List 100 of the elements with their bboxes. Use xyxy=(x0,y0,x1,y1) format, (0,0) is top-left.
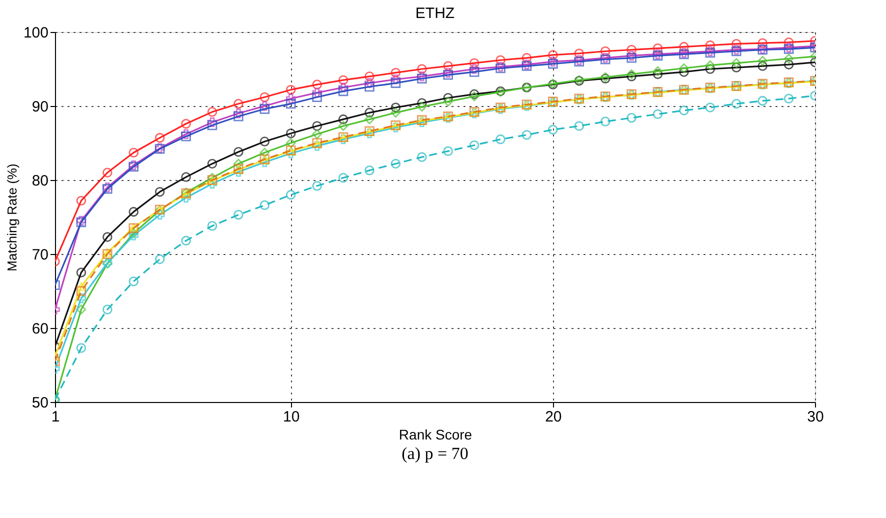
point xyxy=(286,138,296,148)
point xyxy=(207,172,218,183)
point xyxy=(312,92,322,102)
point xyxy=(758,96,768,106)
x-tick-label: 20 xyxy=(545,408,562,426)
point xyxy=(260,136,270,146)
y-tick-label: 100 xyxy=(23,24,48,42)
point xyxy=(286,94,296,104)
x-tick-label: 30 xyxy=(807,408,824,426)
point xyxy=(338,86,348,96)
point xyxy=(154,186,165,197)
point xyxy=(338,75,348,85)
point xyxy=(469,58,480,68)
point xyxy=(260,104,270,114)
point xyxy=(154,210,165,220)
point xyxy=(417,102,427,112)
point xyxy=(784,60,794,70)
point xyxy=(312,129,322,140)
point xyxy=(128,206,139,217)
y-tick-label: 90 xyxy=(32,98,48,116)
point xyxy=(574,48,584,58)
point xyxy=(76,282,86,291)
point xyxy=(338,114,348,124)
point xyxy=(417,98,427,108)
point xyxy=(102,168,112,178)
point xyxy=(260,92,270,102)
y-tick-label: 50 xyxy=(32,394,48,412)
point xyxy=(338,121,348,131)
point xyxy=(181,192,191,203)
point xyxy=(758,56,768,66)
point xyxy=(652,43,663,54)
point xyxy=(207,107,218,117)
point xyxy=(679,42,689,52)
point xyxy=(76,343,86,353)
point xyxy=(548,56,558,66)
point xyxy=(548,124,558,135)
point xyxy=(758,61,768,71)
point xyxy=(234,98,244,109)
point xyxy=(128,148,139,158)
point xyxy=(469,67,480,77)
point xyxy=(128,276,139,286)
point xyxy=(522,130,532,140)
point xyxy=(181,172,191,182)
point xyxy=(548,58,558,69)
point xyxy=(443,92,453,103)
point xyxy=(207,117,218,128)
x-tick-label: 1 xyxy=(51,408,60,426)
point xyxy=(443,68,453,78)
y-axis-title: Matching Rate (%) xyxy=(4,164,20,272)
point xyxy=(181,236,191,246)
point xyxy=(705,64,716,74)
x-axis-title: Rank Score xyxy=(398,426,472,442)
point xyxy=(312,88,322,98)
point xyxy=(443,70,453,80)
point xyxy=(390,78,401,88)
y-tick-label: 60 xyxy=(32,320,48,338)
point xyxy=(207,158,218,169)
point xyxy=(154,254,165,264)
point xyxy=(705,102,716,112)
point xyxy=(390,68,401,78)
point xyxy=(548,50,558,60)
point xyxy=(390,74,401,84)
point xyxy=(784,54,794,64)
point xyxy=(154,132,165,143)
point xyxy=(600,46,610,56)
point xyxy=(364,78,374,88)
point xyxy=(496,134,506,144)
point xyxy=(469,64,480,74)
x-tick-label: 10 xyxy=(283,408,300,426)
point xyxy=(181,118,191,129)
point xyxy=(76,268,86,278)
point xyxy=(731,98,742,109)
point xyxy=(731,38,742,49)
point xyxy=(652,109,663,120)
point xyxy=(679,106,689,116)
point xyxy=(731,62,742,72)
point xyxy=(338,172,348,183)
point xyxy=(286,98,296,109)
point xyxy=(312,80,322,90)
point xyxy=(260,148,270,158)
point xyxy=(260,200,270,210)
point xyxy=(312,181,322,191)
point xyxy=(626,50,636,61)
point xyxy=(443,61,453,71)
point xyxy=(364,82,374,92)
point xyxy=(207,120,218,130)
point xyxy=(652,66,663,76)
point xyxy=(390,108,401,118)
point xyxy=(102,232,112,242)
point xyxy=(128,230,139,240)
point xyxy=(784,94,794,104)
point xyxy=(522,53,532,63)
point xyxy=(234,147,244,157)
point xyxy=(679,67,689,77)
point xyxy=(784,37,794,48)
point xyxy=(731,58,742,68)
text: (a) p = 70 xyxy=(402,444,468,463)
point xyxy=(76,304,86,314)
point xyxy=(286,128,296,138)
point xyxy=(679,63,689,74)
